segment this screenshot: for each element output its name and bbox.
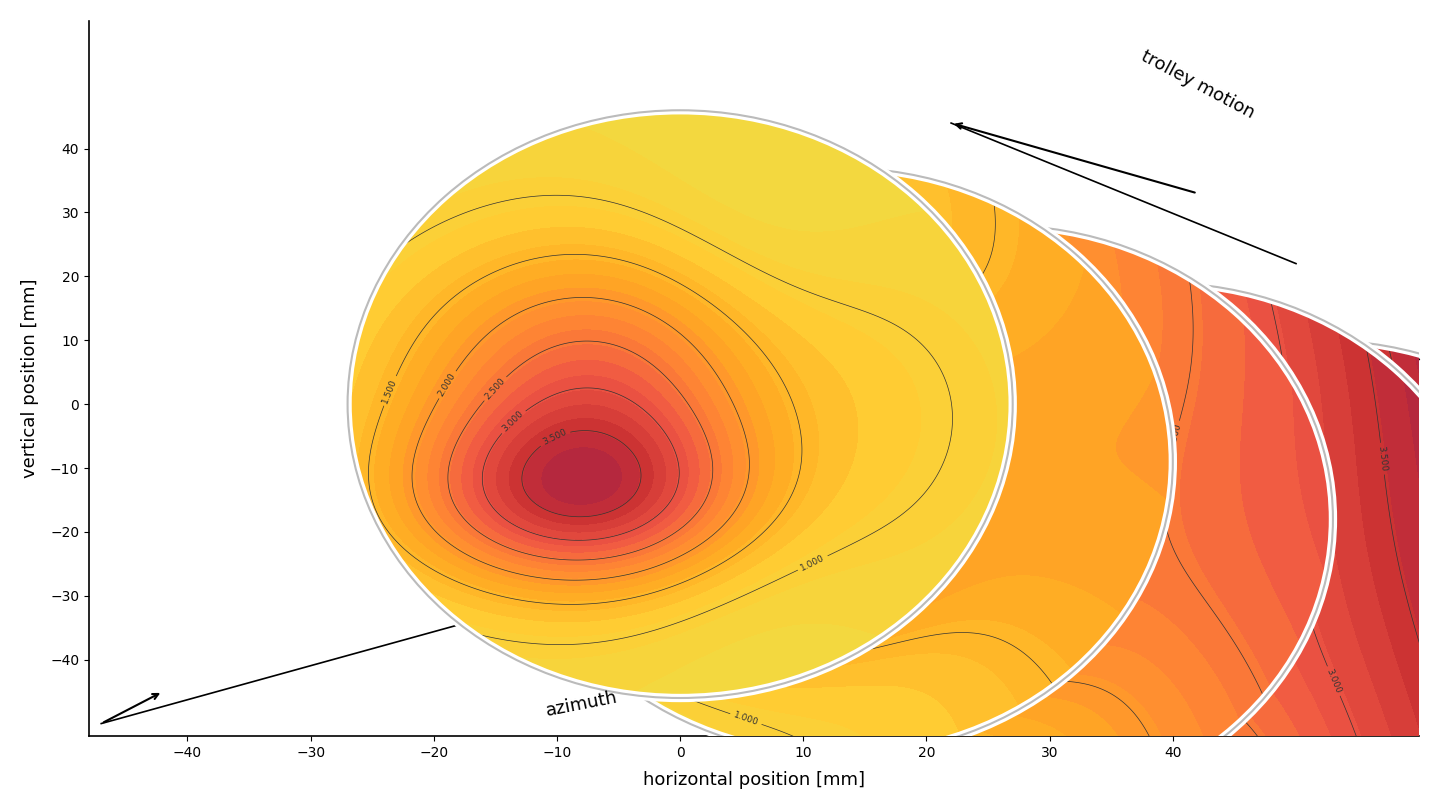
Text: 2.500: 2.500 [1168,474,1182,501]
Text: 3.000: 3.000 [501,409,526,434]
Text: 3.000: 3.000 [1325,667,1342,695]
Text: 2.000: 2.000 [1047,517,1061,544]
Text: 3.500: 3.500 [541,428,569,447]
Text: 3.000: 3.000 [696,488,720,514]
Text: 2.000: 2.000 [436,371,458,398]
Text: 2.500: 2.500 [876,526,899,551]
Text: 1.000: 1.000 [962,745,985,771]
Text: 2.500: 2.500 [1168,423,1182,450]
Text: 0.500: 0.500 [847,539,858,566]
Text: 1.500: 1.500 [850,292,877,307]
Text: 1.000: 1.000 [799,553,827,573]
X-axis label: horizontal position [mm]: horizontal position [mm] [644,771,865,789]
Text: 1.000: 1.000 [742,359,757,386]
Text: 1.500: 1.500 [976,515,988,542]
Text: 2.500: 2.500 [664,456,687,482]
Text: 3.500: 3.500 [1377,446,1388,472]
Text: 2.000: 2.000 [634,423,654,450]
Text: 1.000: 1.000 [603,252,626,277]
Text: 2.500: 2.500 [482,376,507,401]
Text: azimuth: azimuth [544,688,619,720]
Text: trolley motion: trolley motion [1138,47,1257,122]
Text: 1.500: 1.500 [380,377,399,404]
Y-axis label: vertical position [mm]: vertical position [mm] [20,279,39,479]
Text: 2.000: 2.000 [971,370,998,387]
Text: 1.000: 1.000 [732,710,759,727]
Text: 1.500: 1.500 [769,498,785,526]
